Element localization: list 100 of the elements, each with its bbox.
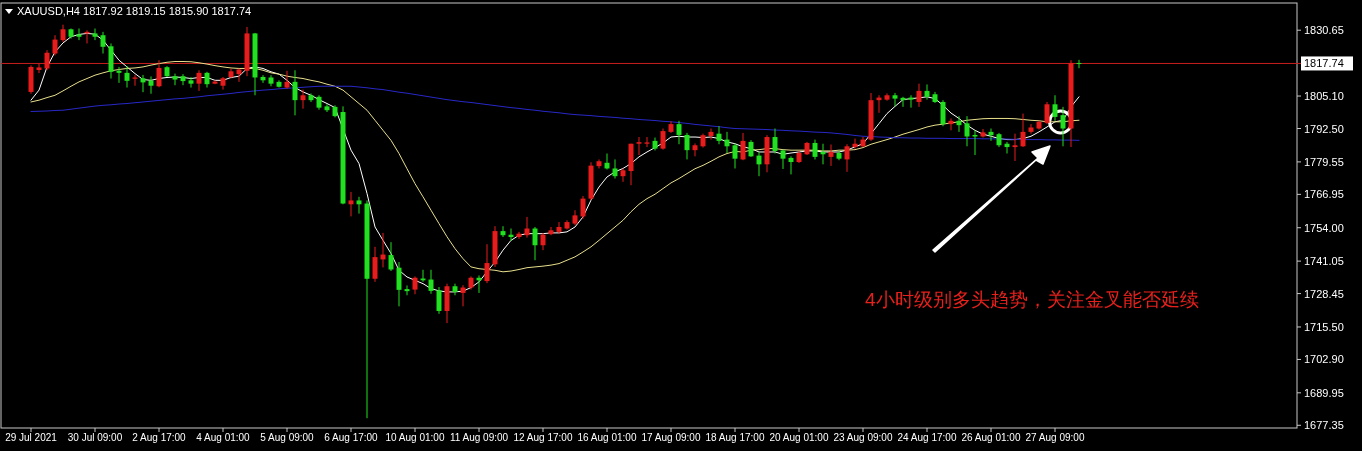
candlestick <box>1028 123 1034 135</box>
candlestick <box>76 28 82 41</box>
candlestick <box>348 191 354 217</box>
x-tick-label: 2 Aug 17:00 <box>132 432 187 443</box>
candlestick <box>1052 94 1058 122</box>
candlestick <box>660 128 666 151</box>
candlestick <box>148 75 154 95</box>
candlestick <box>356 196 362 215</box>
x-tick-label: 18 Aug 17:00 <box>705 432 765 443</box>
y-tick-label: 1677.35 <box>1304 419 1344 432</box>
candlestick <box>36 63 42 74</box>
candlestick <box>180 73 186 86</box>
candlestick <box>732 142 738 169</box>
candlestick <box>1012 133 1018 162</box>
x-tick-label: 6 Aug 17:00 <box>324 432 379 443</box>
candlestick <box>196 69 202 92</box>
candlestick <box>892 92 898 107</box>
candlestick <box>844 143 850 173</box>
candlestick <box>156 59 162 88</box>
candlestick <box>212 79 218 85</box>
candlestick <box>396 261 402 307</box>
candlestick <box>580 195 586 220</box>
x-tick-label: 11 Aug 09:00 <box>449 432 509 443</box>
candlestick <box>500 225 506 238</box>
candlestick <box>100 31 106 55</box>
candlestick <box>772 128 778 155</box>
x-tick-label: 12 Aug 17:00 <box>513 432 573 443</box>
y-tick-label: 1741.05 <box>1304 255 1344 268</box>
x-tick-label: 24 Aug 17:00 <box>897 432 957 443</box>
candlestick <box>940 99 946 127</box>
candlestick <box>1076 59 1082 69</box>
annotation: 4小时级别多头趋势，关注金叉能否延续 <box>865 289 1199 310</box>
candlestick <box>756 151 762 177</box>
x-tick-label: 17 Aug 09:00 <box>641 432 701 443</box>
candlestick <box>140 74 146 93</box>
candlestick <box>228 67 234 80</box>
y-tick-label: 1779.55 <box>1304 155 1344 168</box>
candlestick <box>404 284 410 296</box>
candlestick <box>1020 113 1026 148</box>
y-tick-label: 1715.50 <box>1304 320 1344 333</box>
candlestick <box>676 120 682 145</box>
candlestick <box>708 128 714 141</box>
candlestick <box>532 226 538 261</box>
candlestick <box>1060 106 1066 147</box>
candlestick <box>788 155 794 175</box>
candlestick <box>172 73 178 86</box>
candlestick <box>956 115 962 133</box>
candlestick <box>548 226 554 236</box>
candlestick <box>972 129 978 156</box>
x-tick-label: 10 Aug 01:00 <box>385 432 445 443</box>
candlestick <box>716 125 722 145</box>
candlestick <box>684 132 690 160</box>
x-tick-label: 26 Aug 01:00 <box>961 432 1021 443</box>
candlestick <box>612 158 618 180</box>
candlestick <box>484 243 490 284</box>
ref-line-label: 1817.74 <box>1304 57 1344 70</box>
x-tick-label: 16 Aug 01:00 <box>577 432 637 443</box>
candlestick <box>460 284 466 307</box>
y-tick-label: 1792.50 <box>1304 122 1344 135</box>
x-tick-label: 23 Aug 09:00 <box>833 432 893 443</box>
candlestick <box>908 94 914 109</box>
candlestick <box>828 143 834 167</box>
candlestick <box>292 69 298 116</box>
candlestick <box>924 83 930 101</box>
candlestick <box>372 246 378 283</box>
x-tick-label: 29 Jul 2021 <box>5 432 58 443</box>
candlestick <box>92 28 98 41</box>
x-tick-label: 4 Aug 01:00 <box>196 432 251 443</box>
chart-title: XAUUSD,H4 1817.92 1819.15 1815.90 1817.74 <box>17 5 252 17</box>
candlestick <box>644 136 650 148</box>
y-tick-label: 1766.95 <box>1304 188 1344 201</box>
candlestick <box>436 286 442 315</box>
candlestick <box>740 132 746 161</box>
candlestick <box>124 65 130 89</box>
candlestick <box>324 103 330 113</box>
y-tick-label: 1830.65 <box>1304 24 1344 37</box>
x-tick-label: 30 Jul 09:00 <box>67 432 123 443</box>
candlestick <box>188 76 194 89</box>
y-tick-label: 1754.00 <box>1304 221 1344 234</box>
candlestick <box>692 142 698 157</box>
x-tick-label: 27 Aug 09:00 <box>1025 432 1085 443</box>
candlestick <box>44 49 50 71</box>
candlestick <box>964 115 970 147</box>
candlestick <box>916 83 922 108</box>
candlestick <box>428 269 434 295</box>
candlestick <box>620 167 626 183</box>
y-tick-label: 1805.10 <box>1304 90 1344 103</box>
candlestick <box>1044 101 1050 125</box>
candlestick <box>556 221 562 235</box>
candlestick <box>52 34 58 56</box>
candlestick <box>132 74 138 87</box>
candlestick <box>116 66 122 84</box>
y-tick-label: 1728.45 <box>1304 287 1344 300</box>
candlestick <box>236 67 242 83</box>
y-tick-label: 1689.95 <box>1304 386 1344 399</box>
candlestick <box>300 89 306 110</box>
candlestick <box>388 241 394 272</box>
x-tick-label: 20 Aug 01:00 <box>769 432 829 443</box>
x-tick-label: 5 Aug 09:00 <box>260 432 315 443</box>
y-tick-label: 1702.90 <box>1304 353 1344 366</box>
